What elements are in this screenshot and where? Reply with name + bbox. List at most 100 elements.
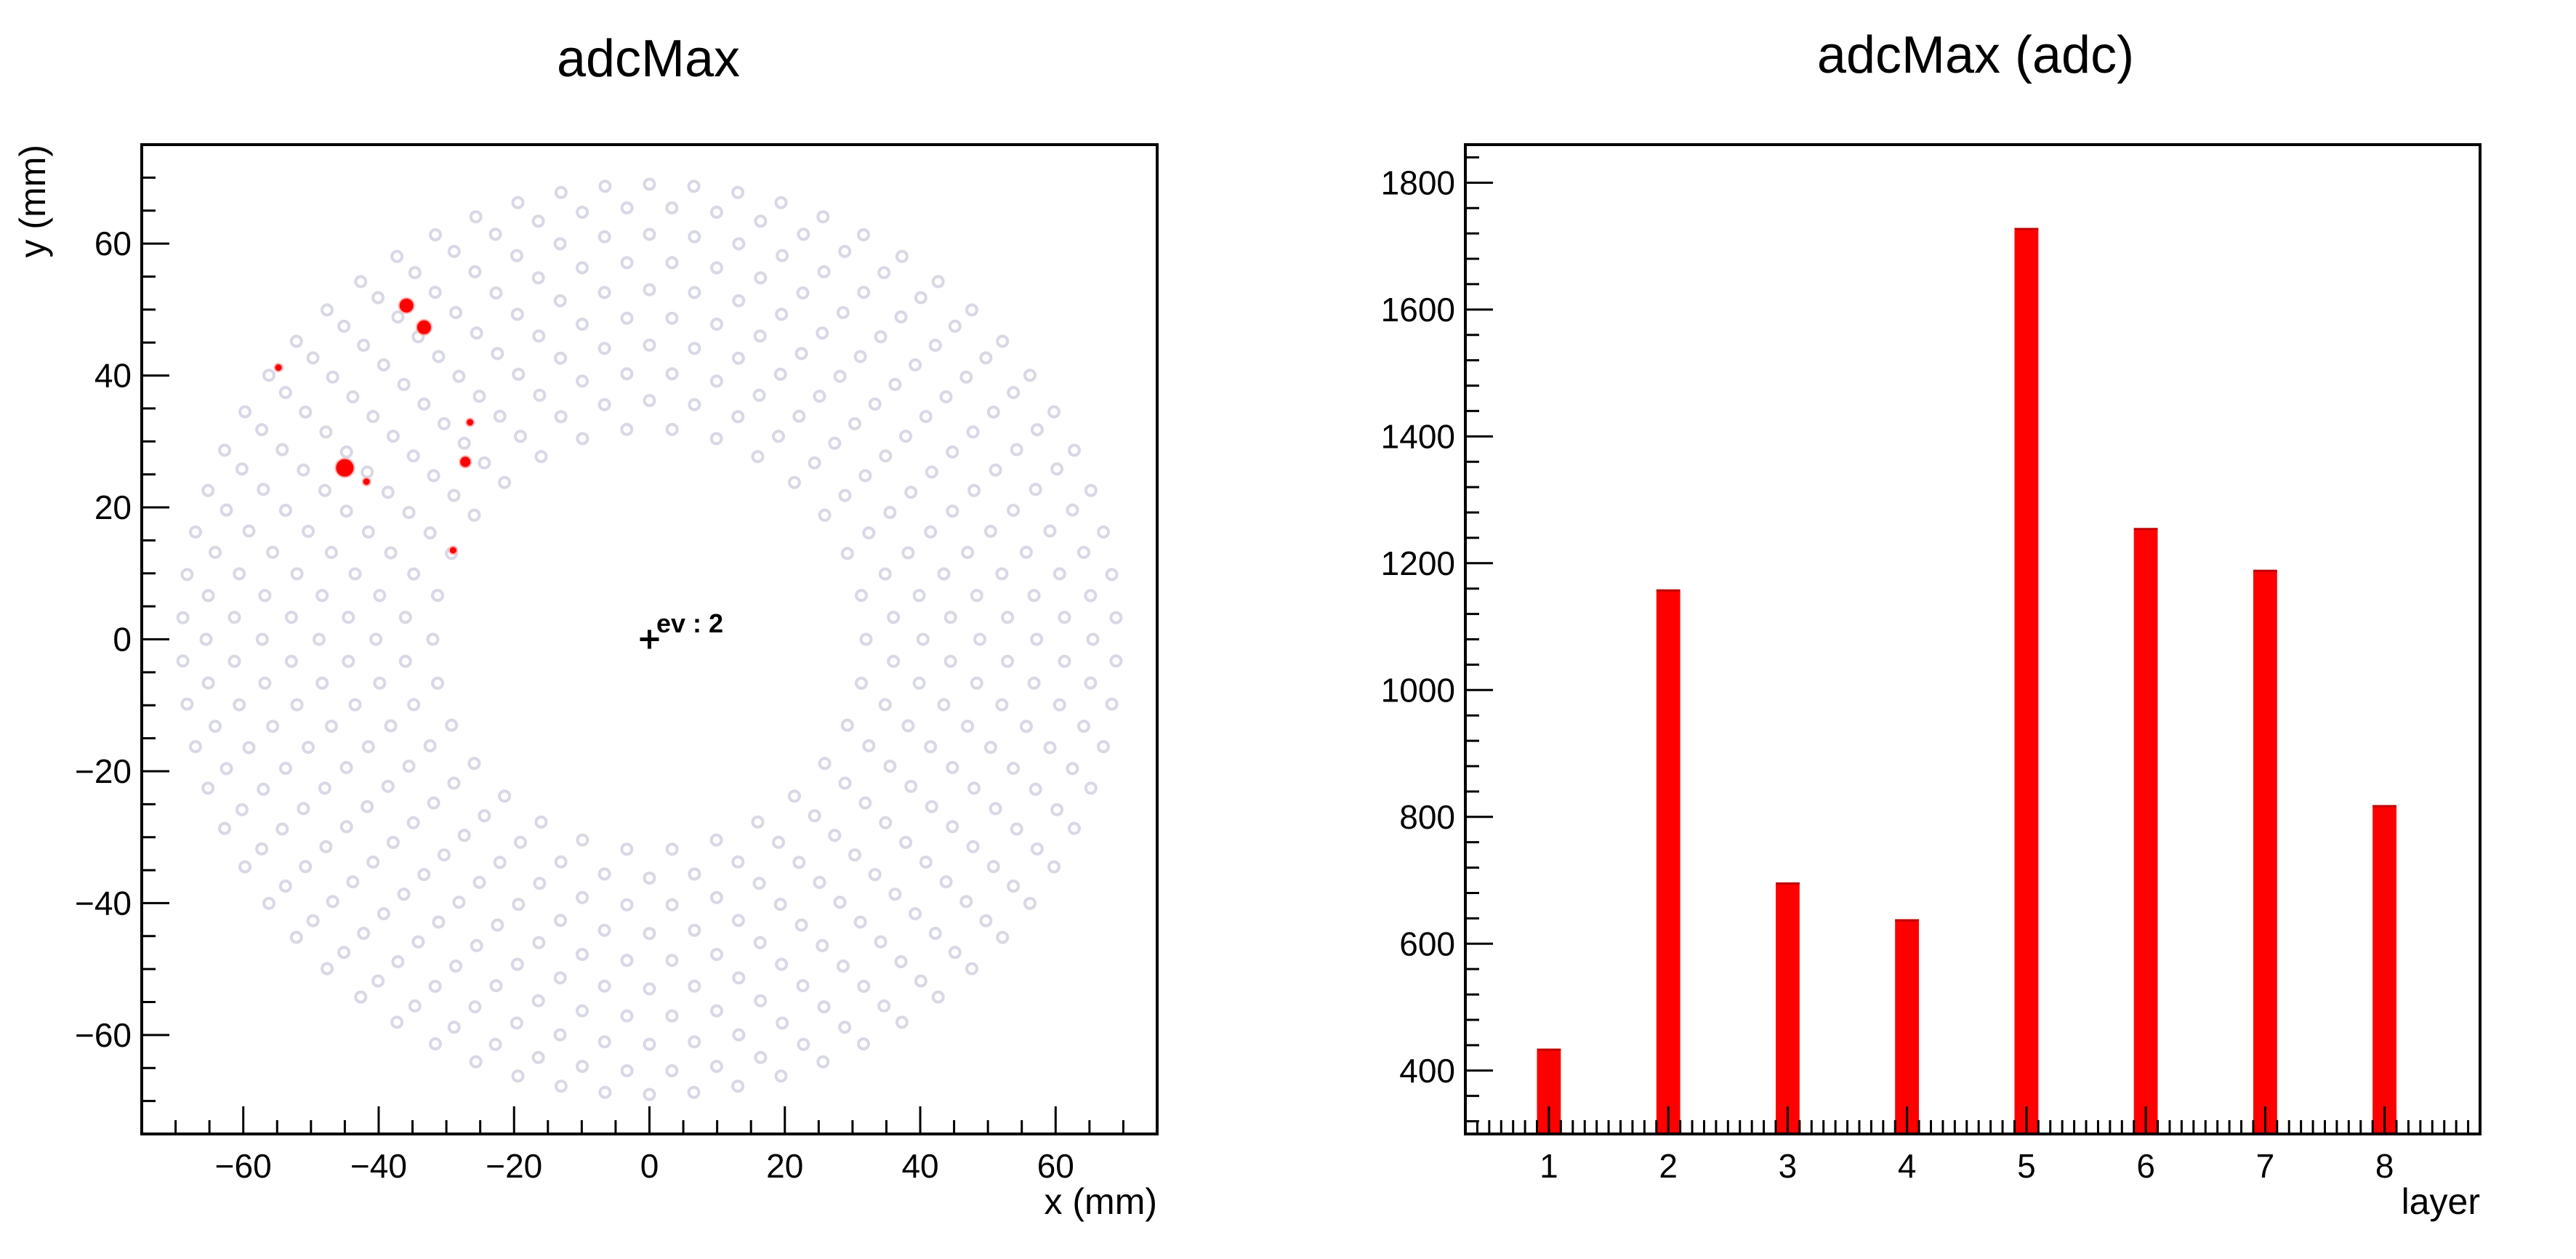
pad-marker bbox=[883, 506, 897, 519]
pad-marker bbox=[576, 833, 589, 847]
pad-marker bbox=[665, 954, 679, 968]
pad-marker bbox=[710, 948, 723, 961]
pad-marker bbox=[858, 469, 872, 483]
pad-marker bbox=[895, 1015, 909, 1029]
pad-marker bbox=[457, 829, 471, 842]
pad-marker bbox=[278, 386, 292, 399]
bar-frame bbox=[1464, 143, 2482, 1135]
pad-marker bbox=[342, 654, 355, 668]
pad-marker bbox=[888, 888, 902, 901]
pad-marker bbox=[916, 632, 930, 646]
hit-point bbox=[448, 545, 458, 555]
pad-marker bbox=[209, 545, 222, 559]
pad-marker bbox=[478, 809, 491, 823]
x-tick-label: 4 bbox=[1898, 1147, 1917, 1185]
pad-marker bbox=[1097, 740, 1110, 754]
pad-marker bbox=[688, 230, 701, 244]
pad-marker bbox=[438, 417, 451, 430]
pad-marker bbox=[1043, 741, 1057, 755]
pad-marker bbox=[397, 377, 411, 391]
pad-marker bbox=[398, 611, 412, 624]
pad-marker bbox=[299, 405, 313, 419]
pad-marker bbox=[665, 422, 679, 436]
pad-marker bbox=[710, 1004, 723, 1018]
pad-marker bbox=[262, 896, 275, 910]
pad-marker bbox=[391, 310, 405, 323]
pad-marker bbox=[275, 822, 289, 836]
pad-marker bbox=[731, 1079, 745, 1093]
pad-marker bbox=[319, 840, 333, 853]
pad-marker bbox=[709, 206, 723, 219]
pad-marker bbox=[838, 776, 852, 790]
bar bbox=[2253, 571, 2277, 1134]
y-tick-label: 40 bbox=[94, 357, 132, 395]
pad-marker bbox=[751, 815, 765, 829]
pad-marker bbox=[904, 779, 918, 793]
pad-marker bbox=[402, 760, 416, 773]
pad-marker bbox=[931, 990, 945, 1004]
pad-marker bbox=[299, 860, 313, 874]
pad-marker bbox=[391, 955, 405, 968]
pad-marker bbox=[315, 676, 329, 690]
pad-marker bbox=[533, 877, 547, 890]
hit-point bbox=[273, 363, 283, 373]
pad-marker bbox=[1109, 654, 1123, 668]
pad-marker bbox=[1019, 545, 1033, 559]
pad-marker bbox=[808, 456, 821, 470]
pad-marker bbox=[266, 545, 280, 559]
pad-marker bbox=[597, 1035, 611, 1049]
bar-panel: adcMax (adc) 1 2 3 4 5 6 7 8 400 600 800 1000 1200 1… bbox=[1381, 26, 2482, 1222]
pad-marker bbox=[470, 938, 483, 952]
pad-marker bbox=[946, 445, 959, 459]
pad-marker bbox=[386, 430, 400, 443]
pad-marker bbox=[731, 855, 745, 869]
pad-marker bbox=[1052, 698, 1066, 712]
pad-marker bbox=[828, 829, 842, 842]
pad-marker bbox=[751, 450, 765, 464]
pad-marker bbox=[643, 338, 656, 352]
pad-marker bbox=[318, 781, 331, 795]
pad-marker bbox=[313, 632, 326, 646]
pad-marker bbox=[732, 237, 746, 251]
pad-marker bbox=[255, 632, 269, 646]
pad-marker bbox=[665, 256, 679, 270]
pad-marker bbox=[531, 214, 545, 228]
pad-marker bbox=[853, 350, 867, 363]
pad-marker bbox=[512, 898, 526, 912]
pad-marker bbox=[731, 185, 745, 199]
pad-marker bbox=[961, 546, 975, 559]
pad-marker bbox=[773, 367, 787, 381]
pad-marker bbox=[1109, 611, 1123, 624]
scatter-hits-layer bbox=[273, 297, 475, 555]
pad-marker bbox=[431, 589, 444, 603]
y-tick-label: 60 bbox=[94, 225, 132, 262]
pad-marker bbox=[1001, 654, 1015, 668]
pad-marker bbox=[787, 475, 801, 489]
pad-marker bbox=[792, 409, 806, 423]
x-tick-label: 6 bbox=[2136, 1147, 2155, 1185]
pad-marker bbox=[899, 835, 913, 849]
pad-marker bbox=[553, 237, 567, 251]
pad-marker bbox=[946, 504, 959, 518]
pad-marker bbox=[339, 504, 353, 518]
pad-marker bbox=[339, 445, 353, 459]
pad-marker bbox=[687, 1085, 701, 1099]
pad-marker bbox=[553, 294, 567, 307]
pad-marker bbox=[1010, 443, 1023, 456]
pad-marker bbox=[302, 524, 315, 538]
pad-marker bbox=[218, 443, 231, 457]
pad-marker bbox=[620, 1009, 634, 1023]
pad-marker bbox=[1084, 676, 1098, 690]
pad-marker bbox=[776, 1016, 789, 1030]
pad-marker bbox=[688, 923, 701, 937]
pad-marker bbox=[643, 927, 656, 941]
pad-marker bbox=[255, 423, 269, 437]
pad-marker bbox=[1050, 462, 1064, 476]
pad-marker bbox=[620, 311, 634, 325]
pad-marker bbox=[429, 1037, 442, 1050]
pad-marker bbox=[428, 286, 442, 299]
pad-marker bbox=[554, 855, 568, 869]
pad-marker bbox=[576, 374, 589, 388]
pad-marker bbox=[510, 1016, 523, 1030]
pad-marker bbox=[426, 632, 440, 646]
